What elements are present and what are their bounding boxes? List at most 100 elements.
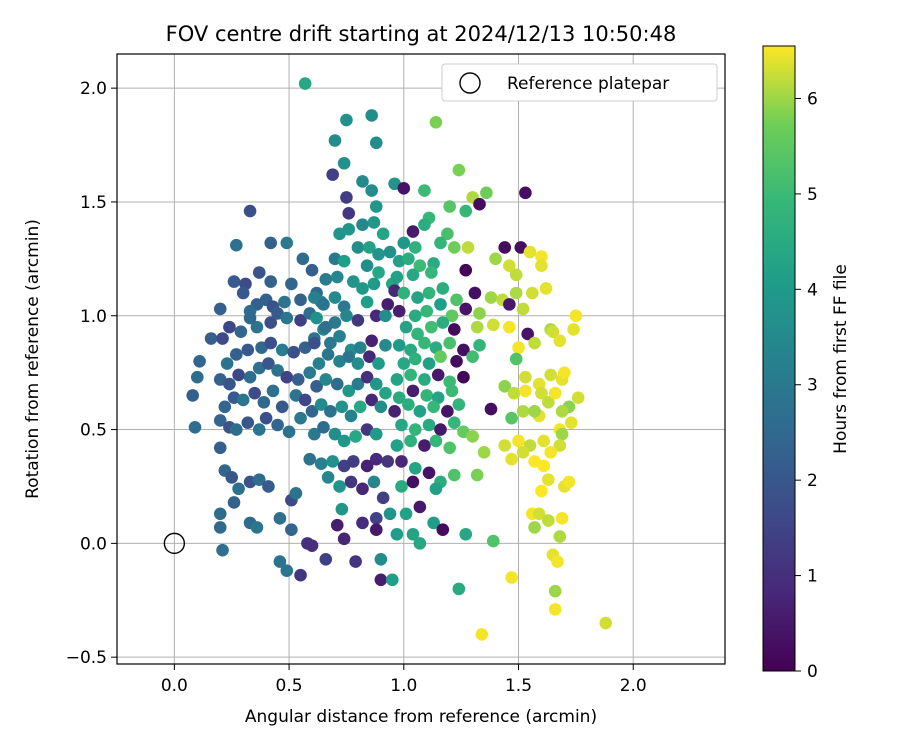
scatter-point xyxy=(457,370,470,384)
scatter-point xyxy=(223,377,236,391)
scatter-point xyxy=(441,405,454,418)
scatter-point xyxy=(356,282,369,295)
scatter-point xyxy=(319,373,333,386)
colorbar-gradient xyxy=(762,45,796,672)
scatter-point xyxy=(489,252,502,266)
scatter-point xyxy=(427,516,440,530)
scatter-point xyxy=(528,521,541,534)
scatter-point xyxy=(548,386,562,400)
colorbar-tick-label: 2 xyxy=(807,471,818,491)
legend-circle-marker xyxy=(459,72,481,94)
scatter-point xyxy=(287,345,300,359)
scatter-point xyxy=(312,357,326,370)
scatter-point xyxy=(365,334,378,348)
scatter-point xyxy=(241,416,255,430)
scatter-point xyxy=(351,377,365,391)
scatter-point xyxy=(475,628,489,641)
scatter-point xyxy=(528,405,541,418)
scatter-point xyxy=(360,295,374,309)
scatter-point xyxy=(509,352,523,366)
scatter-point xyxy=(333,480,346,493)
scatter-point xyxy=(390,373,404,386)
scatter-point xyxy=(271,364,284,377)
scatter-point xyxy=(459,527,473,541)
scatter-point xyxy=(395,418,408,432)
scatter-point xyxy=(436,282,450,295)
scatter-point xyxy=(555,427,569,441)
scatter-point xyxy=(330,270,344,284)
scatter-point xyxy=(411,291,424,304)
scatter-point xyxy=(241,343,255,357)
scatter-point xyxy=(328,427,342,441)
y-axis-label: Rotation from reference (arcmin) xyxy=(23,219,43,499)
scatter-point xyxy=(548,584,562,598)
scatter-point xyxy=(537,434,551,448)
scatter-point xyxy=(360,459,374,473)
scatter-point xyxy=(408,309,422,323)
scatter-point xyxy=(406,225,420,238)
scatter-point xyxy=(252,473,266,486)
scatter-point xyxy=(305,405,319,418)
chart-title: FOV centre drift starting at 2024/12/13 … xyxy=(166,22,677,46)
scatter-point xyxy=(342,207,356,220)
scatter-point xyxy=(386,573,399,587)
reference-marker-group xyxy=(163,532,186,555)
scatter-point xyxy=(372,247,385,261)
scatter-point xyxy=(413,500,427,514)
scatter-point xyxy=(188,420,202,434)
scatter-point xyxy=(406,384,420,398)
scatter-point xyxy=(376,491,390,505)
scatter-point xyxy=(422,357,436,370)
x-tick-label: 0.5 xyxy=(276,676,303,696)
scatter-point xyxy=(376,227,390,241)
scatter-point xyxy=(360,259,374,272)
scatter-point xyxy=(347,275,360,288)
scatter-point xyxy=(395,455,408,468)
scatter-point xyxy=(342,222,356,236)
scatter-point xyxy=(383,245,397,259)
scatter-point xyxy=(298,77,312,90)
scatter-point xyxy=(230,238,243,252)
scatter-point xyxy=(250,521,264,534)
y-tick-label: 1.0 xyxy=(80,307,107,327)
scatter-point xyxy=(243,204,257,218)
scatter-point xyxy=(452,163,466,177)
scatter-point xyxy=(252,423,266,436)
scatter-point xyxy=(365,184,378,197)
scatter-point xyxy=(429,434,443,448)
scatter-point xyxy=(294,568,307,582)
scatter-point xyxy=(397,181,411,195)
x-tick-label: 1.5 xyxy=(505,676,532,696)
scatter-point xyxy=(445,384,459,398)
scatter-point xyxy=(356,218,369,232)
scatter-point xyxy=(289,486,303,500)
scatter-point xyxy=(399,507,413,521)
scatter-point xyxy=(425,266,438,279)
scatter-point xyxy=(363,241,376,254)
scatter-point xyxy=(434,350,447,364)
scatter-point xyxy=(392,391,406,404)
scatter-point xyxy=(234,325,248,338)
legend: Reference platepar xyxy=(441,63,718,102)
scatter-point xyxy=(408,241,422,254)
scatter-point xyxy=(305,539,319,552)
scatter-point xyxy=(473,339,486,352)
scatter-point xyxy=(347,455,360,468)
scatter-point xyxy=(383,507,397,521)
scatter-point xyxy=(193,354,206,368)
scatter-point xyxy=(321,471,335,484)
scatter-point xyxy=(525,286,539,300)
colorbar-tick-label: 6 xyxy=(807,89,818,109)
scatter-point xyxy=(505,411,518,425)
scatter-point xyxy=(532,507,546,521)
scatter-point xyxy=(404,368,417,382)
scatter-point xyxy=(337,434,351,448)
scatter-point xyxy=(447,241,461,254)
scatter-point xyxy=(503,298,516,311)
scatter-point xyxy=(264,336,278,350)
scatter-point xyxy=(422,466,436,480)
scatter-point xyxy=(443,200,456,213)
scatter-point xyxy=(264,236,278,250)
scatter-point xyxy=(337,156,351,170)
scatter-point xyxy=(418,184,431,197)
